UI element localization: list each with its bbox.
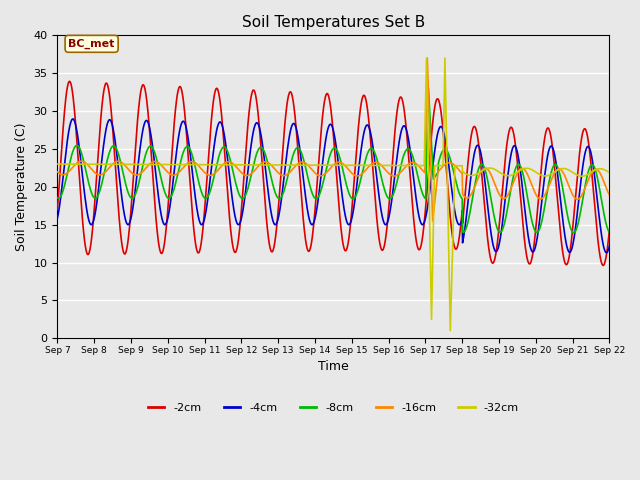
-16cm	[605, 192, 613, 198]
-4cm	[176, 128, 184, 133]
-8cm	[424, 85, 432, 91]
-32cm	[509, 171, 517, 177]
-4cm	[605, 243, 613, 249]
Line: -2cm: -2cm	[58, 82, 609, 265]
-2cm	[176, 84, 184, 90]
-8cm	[418, 189, 426, 194]
-16cm	[270, 165, 278, 171]
-32cm	[605, 170, 613, 176]
-4cm	[69, 116, 77, 122]
-16cm	[509, 179, 517, 185]
Line: -16cm: -16cm	[58, 58, 609, 221]
Y-axis label: Soil Temperature (C): Soil Temperature (C)	[15, 122, 28, 251]
-4cm	[419, 222, 426, 228]
-4cm	[557, 199, 564, 204]
-32cm	[175, 162, 183, 168]
-32cm	[270, 162, 278, 168]
-32cm	[447, 328, 454, 334]
-2cm	[54, 207, 61, 213]
Line: -32cm: -32cm	[58, 58, 609, 331]
-16cm	[54, 169, 61, 175]
-4cm	[54, 215, 61, 221]
-16cm	[429, 218, 436, 224]
X-axis label: Time: Time	[318, 360, 349, 373]
-4cm	[602, 250, 610, 255]
-8cm	[54, 195, 61, 201]
-2cm	[66, 79, 74, 84]
-8cm	[605, 229, 613, 235]
-16cm	[175, 169, 183, 175]
Line: -4cm: -4cm	[58, 119, 609, 252]
-8cm	[557, 175, 564, 181]
-8cm	[175, 164, 183, 170]
-32cm	[284, 162, 291, 168]
-2cm	[605, 228, 613, 233]
-2cm	[509, 129, 517, 134]
-16cm	[424, 55, 431, 61]
-2cm	[557, 233, 564, 239]
-32cm	[422, 55, 430, 61]
-16cm	[418, 167, 426, 172]
-2cm	[271, 242, 278, 248]
-8cm	[270, 186, 278, 192]
-8cm	[570, 230, 577, 236]
-32cm	[557, 166, 565, 172]
-32cm	[54, 161, 61, 167]
-4cm	[271, 221, 278, 227]
-2cm	[284, 96, 292, 102]
Title: Soil Temperatures Set B: Soil Temperatures Set B	[242, 15, 425, 30]
-8cm	[284, 175, 291, 181]
Legend: -2cm, -4cm, -8cm, -16cm, -32cm: -2cm, -4cm, -8cm, -16cm, -32cm	[143, 399, 524, 418]
Text: BC_met: BC_met	[68, 39, 115, 49]
-4cm	[509, 144, 517, 150]
-32cm	[418, 163, 426, 168]
Line: -8cm: -8cm	[58, 88, 609, 233]
-16cm	[557, 167, 565, 173]
-16cm	[284, 171, 291, 177]
-8cm	[509, 175, 517, 180]
-2cm	[419, 236, 426, 241]
-4cm	[284, 144, 292, 150]
-2cm	[600, 263, 607, 268]
